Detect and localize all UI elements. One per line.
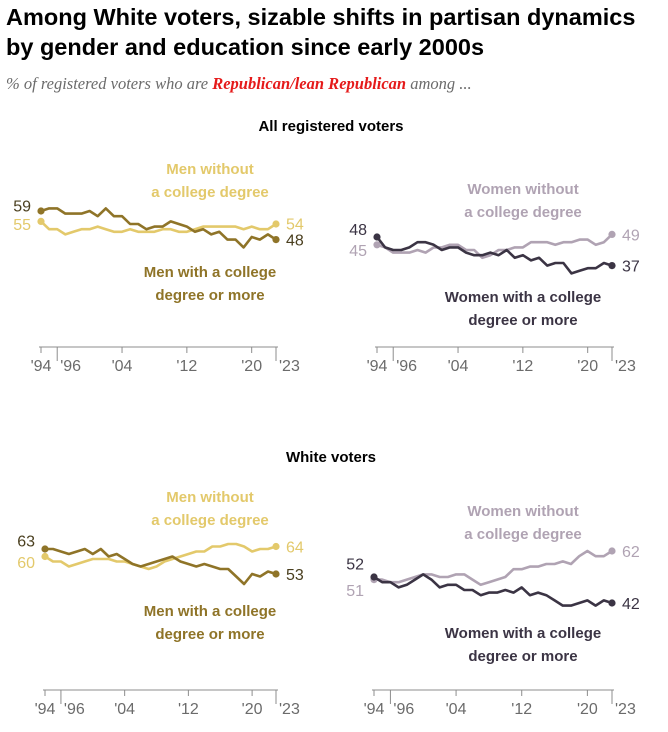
x-tick-label: '04 xyxy=(114,701,135,718)
series-name-label: Women with a college xyxy=(445,625,601,642)
end-point xyxy=(272,570,280,578)
subtitle-highlight: Republican/lean Republican xyxy=(212,74,407,93)
x-tick-label: '20 xyxy=(242,701,263,718)
start-point xyxy=(37,217,45,225)
end-point xyxy=(272,220,280,228)
start-value-label: 63 xyxy=(17,534,35,551)
x-tick-label: '94 xyxy=(367,358,388,375)
end-value-label: 42 xyxy=(622,596,640,613)
end-value-label: 62 xyxy=(622,544,640,561)
chart-title: Among White voters, sizable shifts in pa… xyxy=(6,4,636,60)
start-value-label: 60 xyxy=(17,555,35,572)
start-value-label: 52 xyxy=(346,557,364,574)
x-tick-label: '96 xyxy=(60,358,81,375)
x-tick-label: '12 xyxy=(178,701,199,718)
series-name-label: degree or more xyxy=(468,648,577,665)
start-value-label: 48 xyxy=(349,222,367,239)
end-point xyxy=(608,547,616,555)
series-line xyxy=(43,542,278,571)
series-line xyxy=(372,549,614,587)
end-value-label: 37 xyxy=(622,259,640,276)
x-tick-label: '96 xyxy=(396,358,417,375)
x-tick-label: '20 xyxy=(577,701,598,718)
start-value-label: 59 xyxy=(13,198,31,215)
series-line xyxy=(39,207,278,249)
x-tick-label: '94 xyxy=(31,358,52,375)
series-name-label: Men with a college xyxy=(144,264,277,281)
series-name-label: degree or more xyxy=(155,626,264,643)
series-line xyxy=(39,220,278,236)
start-value-label: 55 xyxy=(13,217,31,234)
series-name-label: a college degree xyxy=(464,526,582,543)
series-name-label: Women without xyxy=(467,181,578,198)
series-name-label: Men without xyxy=(166,489,253,506)
x-tick-label: '20 xyxy=(241,358,262,375)
series-name-label: a college degree xyxy=(151,512,269,529)
start-value-label: 45 xyxy=(349,243,367,260)
x-tick-label: '96 xyxy=(393,701,414,718)
section-title: All registered voters xyxy=(258,118,403,135)
end-point xyxy=(608,599,616,607)
end-point xyxy=(272,542,280,551)
series-name-label: Women with a college xyxy=(445,289,601,306)
end-value-label: 49 xyxy=(622,227,640,244)
series-line xyxy=(372,573,614,607)
start-point xyxy=(37,207,45,215)
series-name-label: Men without xyxy=(166,161,253,178)
start-point xyxy=(370,573,378,581)
end-value-label: 53 xyxy=(286,567,304,584)
end-value-label: 48 xyxy=(286,233,304,250)
x-tick-label: '12 xyxy=(176,358,197,375)
x-tick-label: '23 xyxy=(615,701,636,718)
x-tick-label: '23 xyxy=(615,358,636,375)
x-tick-label: '23 xyxy=(279,358,300,375)
subtitle-suffix: among ... xyxy=(406,74,472,93)
series-line xyxy=(375,235,614,275)
series-name-label: degree or more xyxy=(155,287,264,304)
x-tick-label: '04 xyxy=(112,358,133,375)
chart-subtitle: % of registered voters who are Republica… xyxy=(6,74,472,94)
series-name-label: Women without xyxy=(467,503,578,520)
end-value-label: 64 xyxy=(286,540,304,557)
series-name-label: a college degree xyxy=(151,184,269,201)
end-point xyxy=(272,236,280,244)
end-value-label: 54 xyxy=(286,217,304,234)
start-value-label: 51 xyxy=(346,583,364,600)
series-line xyxy=(43,547,278,586)
x-tick-label: '94 xyxy=(35,701,56,718)
start-point xyxy=(373,241,381,249)
x-tick-label: '12 xyxy=(511,701,532,718)
series-name-label: Men with a college xyxy=(144,603,277,620)
x-tick-label: '23 xyxy=(279,701,300,718)
x-tick-label: '94 xyxy=(364,701,385,718)
x-tick-label: '04 xyxy=(446,701,467,718)
start-point xyxy=(41,552,49,561)
start-point xyxy=(373,233,381,241)
x-tick-label: '20 xyxy=(577,358,598,375)
x-tick-label: '04 xyxy=(448,358,469,375)
section-title: White voters xyxy=(286,449,376,466)
x-tick-label: '96 xyxy=(64,701,85,718)
x-tick-label: '12 xyxy=(512,358,533,375)
start-point xyxy=(41,545,49,553)
subtitle-prefix: % of registered voters who are xyxy=(6,74,213,93)
series-name-label: a college degree xyxy=(464,204,582,221)
end-point xyxy=(608,262,616,270)
series-name-label: degree or more xyxy=(468,312,577,329)
end-point xyxy=(608,230,616,238)
